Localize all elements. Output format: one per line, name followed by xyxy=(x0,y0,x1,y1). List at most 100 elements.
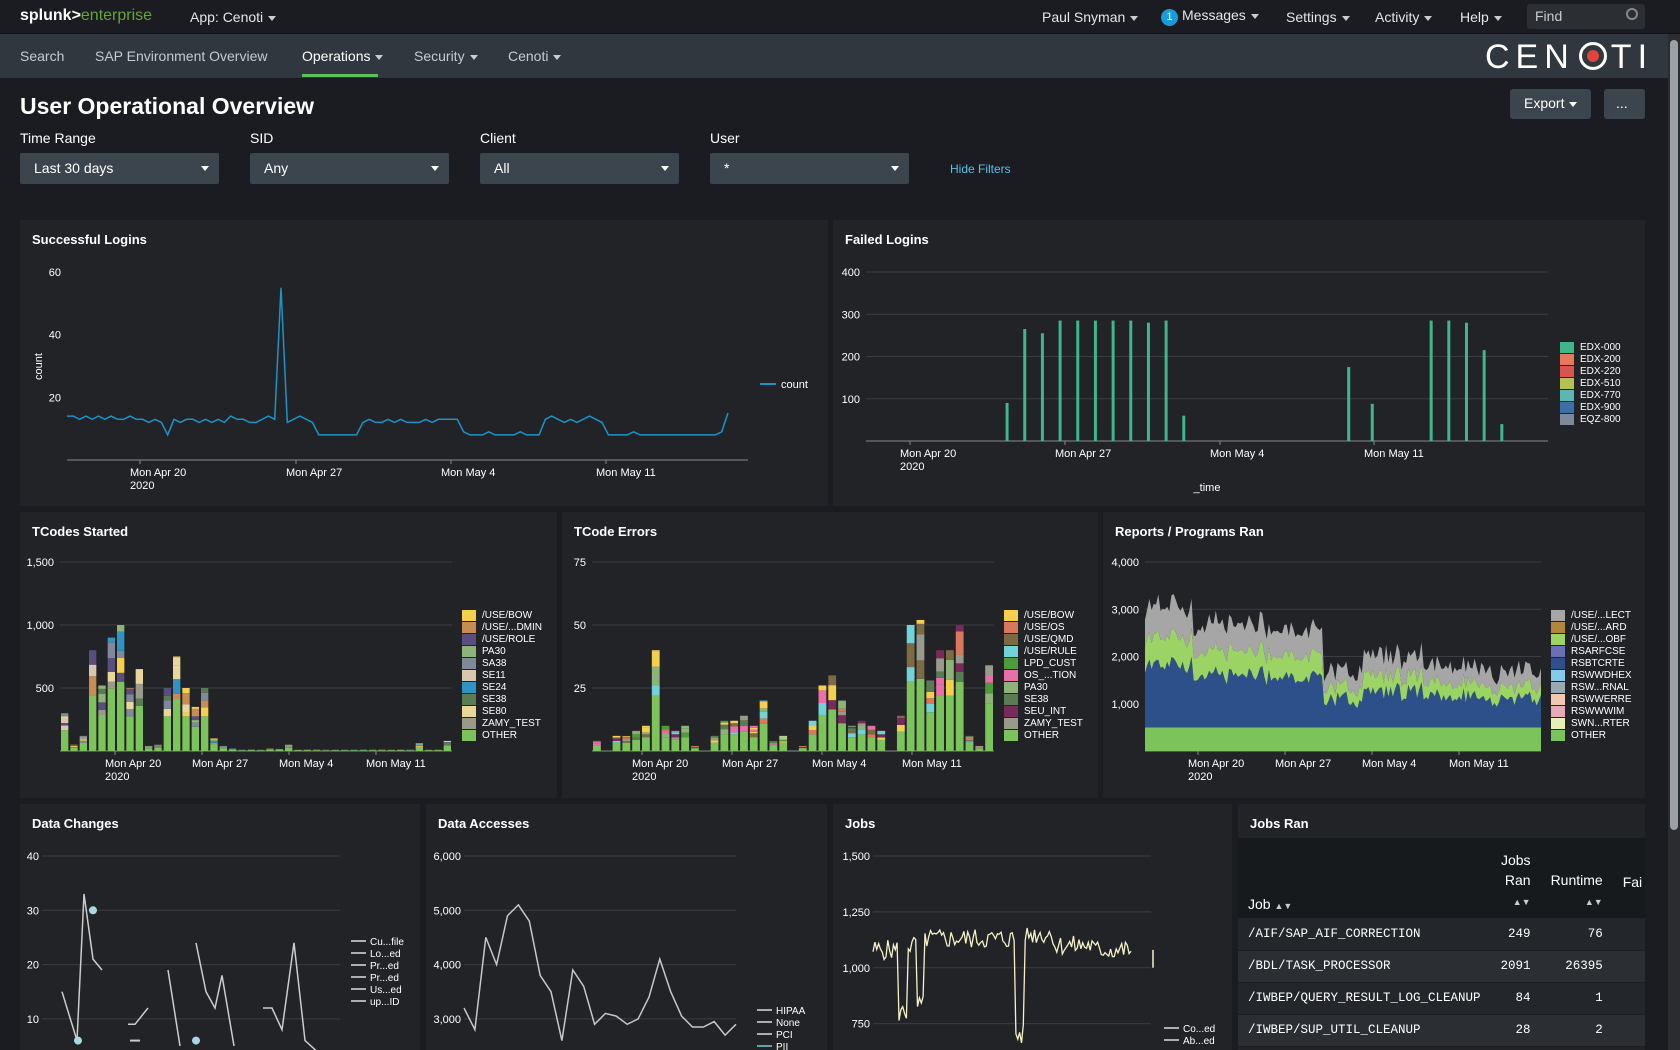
y-tick-label: 1,000 xyxy=(26,620,54,632)
x-tick-label: Mon Apr 20 xyxy=(900,448,956,460)
bar-segment xyxy=(936,658,944,672)
bar-segment xyxy=(107,642,115,659)
bar-segment xyxy=(720,726,729,730)
col-job[interactable]: Job ▲▼ xyxy=(1238,838,1491,918)
settings-menu[interactable]: Settings xyxy=(1286,9,1350,25)
sid-select[interactable]: Any xyxy=(250,153,449,184)
legend-swatch xyxy=(462,646,476,657)
y-tick-label: 1,000 xyxy=(842,963,870,975)
search-icon xyxy=(1626,8,1638,20)
help-menu[interactable]: Help xyxy=(1460,9,1502,25)
bar-segment xyxy=(720,729,729,735)
bar-segment xyxy=(632,733,641,738)
legend-swatch xyxy=(1560,402,1574,413)
client-label: Client xyxy=(480,130,516,146)
bar-segment xyxy=(612,735,621,738)
legend-swatch xyxy=(1004,646,1018,657)
nav-cenoti[interactable]: Cenoti xyxy=(508,48,562,64)
table-row[interactable]: /IWBEP/SUP_UTIL_CLEANUP 28 2 xyxy=(1238,1014,1645,1047)
col-fail-label: Fai xyxy=(1622,874,1643,890)
bar-segment xyxy=(955,631,964,655)
chevron-down-icon xyxy=(201,166,209,171)
bar-segment xyxy=(173,679,181,694)
user-menu[interactable]: Paul Snyman xyxy=(1042,9,1139,25)
bar-segment xyxy=(622,737,631,739)
find-input[interactable]: Find xyxy=(1527,4,1645,29)
col-runtime-label: Runtime xyxy=(1550,872,1603,888)
x-tick-label: Mon Apr 20 xyxy=(632,758,688,770)
bar xyxy=(1370,403,1374,441)
legend-swatch xyxy=(462,622,476,633)
bar-segment xyxy=(313,750,321,751)
bar-segment xyxy=(926,698,935,704)
bar-segment xyxy=(201,700,209,708)
bar-segment xyxy=(671,737,680,740)
cell-job: /AIF/SAP_AIF_CORRECTION xyxy=(1238,918,1491,951)
x-tick-label: Mon May 4 xyxy=(279,758,333,770)
export-button[interactable]: Export xyxy=(1510,89,1592,119)
y-tick-label: 300 xyxy=(842,309,860,321)
cenoti-logo: CEN TI xyxy=(1485,38,1653,77)
bar-segment xyxy=(191,716,199,721)
messages-menu[interactable]: 1 Messages xyxy=(1161,7,1259,26)
legend-label: HIPAA xyxy=(776,1006,806,1017)
table-row[interactable]: /IWBEP/QUERY_RESULT_LOG_CLEANUP 84 1 xyxy=(1238,982,1645,1015)
y-tick-label: 1,000 xyxy=(1111,699,1139,711)
bar-segment xyxy=(720,724,729,727)
bar-segment xyxy=(759,711,768,719)
nav-operations[interactable]: Operations xyxy=(302,48,384,64)
panel-successful-logins: 20 40 60 Mon Apr 20 2020 Mon Apr 27 Mon May 4 M… xyxy=(20,220,828,506)
bar-segment xyxy=(117,650,125,659)
nav-security[interactable]: Security xyxy=(414,48,478,64)
bar-segment xyxy=(415,746,423,751)
panel-title: Jobs xyxy=(845,816,876,831)
hide-filters-link[interactable]: Hide Filters xyxy=(950,162,1011,176)
bar-segment xyxy=(191,722,199,727)
bar-segment xyxy=(769,745,778,751)
nav-sap-environment-overview[interactable]: SAP Environment Overview xyxy=(95,48,268,64)
table-row[interactable]: /BDL/TASK_PROCESSOR 2091 26395 xyxy=(1238,950,1645,983)
bar-segment xyxy=(341,750,349,751)
time-range-select[interactable]: Last 30 days xyxy=(20,153,219,184)
bar-segment xyxy=(219,746,227,748)
nav-search[interactable]: Search xyxy=(20,48,65,64)
legend-swatch xyxy=(1551,658,1565,669)
bar-segment xyxy=(285,746,293,747)
table-row[interactable]: /AIF/SAP_AIF_CORRECTION 249 76 xyxy=(1238,918,1645,951)
col-runtime[interactable]: Runtime ▲▼ xyxy=(1540,838,1613,918)
more-button[interactable]: ... xyxy=(1604,89,1645,119)
bar-segment xyxy=(818,703,827,715)
splunk-logo[interactable]: splunk>enterprise xyxy=(20,7,152,25)
legend-label: /USE/...DMIN xyxy=(482,622,542,633)
y-tick-label: 3,000 xyxy=(1111,604,1139,616)
bar-segment xyxy=(916,619,925,624)
col-fail[interactable]: Fai xyxy=(1612,838,1645,918)
app-menu[interactable]: App: Cenoti xyxy=(190,9,277,25)
bar-segment xyxy=(651,651,660,667)
bar-segment xyxy=(98,714,106,751)
bar-segment xyxy=(867,734,876,738)
activity-menu[interactable]: Activity xyxy=(1375,9,1433,25)
x-tick-label: Mon May 11 xyxy=(366,758,426,770)
area-series xyxy=(1145,727,1541,751)
bar-segment xyxy=(154,746,162,747)
col-jobs-ran[interactable]: Jobs Ran ▲▼ xyxy=(1490,838,1541,918)
bar-segment xyxy=(955,671,964,682)
bar-segment xyxy=(443,740,451,743)
client-select[interactable]: All xyxy=(480,153,679,184)
legend-swatch xyxy=(1551,634,1565,645)
bar-segment xyxy=(926,712,935,751)
bar-segment xyxy=(808,725,817,731)
user-select[interactable]: * xyxy=(710,153,909,184)
bar-segment xyxy=(612,738,621,742)
bar-segment xyxy=(182,716,190,751)
bar-segment xyxy=(857,723,866,726)
page-scrollbar[interactable] xyxy=(1668,34,1680,1050)
bar-segment xyxy=(98,693,106,703)
bar-segment xyxy=(936,695,944,751)
series-line xyxy=(167,942,235,1047)
cell-jobs-ran: 249 xyxy=(1490,918,1541,951)
scrollbar-thumb[interactable] xyxy=(1670,40,1678,830)
bar-segment xyxy=(661,733,670,738)
